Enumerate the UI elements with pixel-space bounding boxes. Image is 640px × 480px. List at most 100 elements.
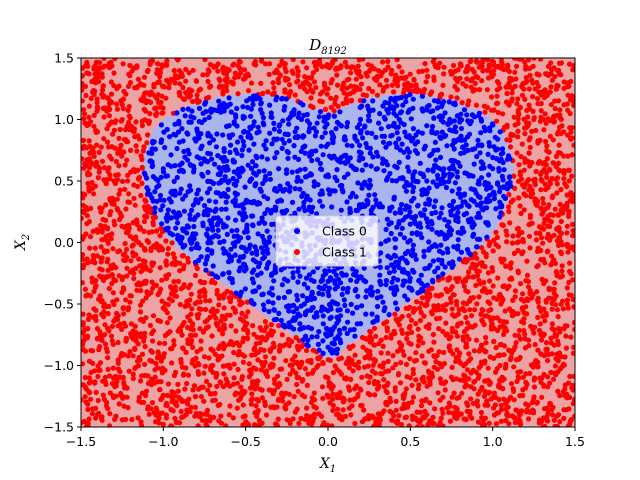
class-1-point (538, 100, 544, 107)
class-1-point (162, 367, 168, 373)
class-1-point (569, 135, 575, 141)
class-1-point (483, 378, 489, 384)
class-1-point (123, 416, 129, 422)
class-1-point (504, 239, 510, 245)
class-1-point (353, 76, 359, 82)
class-1-point (459, 390, 465, 396)
class-0-point (425, 167, 431, 173)
class-0-point (491, 144, 497, 150)
class-1-point (564, 301, 571, 307)
class-1-point (140, 264, 146, 271)
class-1-point (94, 253, 100, 259)
class-1-point (567, 245, 573, 251)
class-0-point (338, 340, 344, 346)
class-1-point (133, 237, 139, 243)
class-1-point (126, 119, 132, 126)
class-1-point (260, 90, 266, 96)
class-0-point (319, 188, 325, 194)
class-0-point (398, 120, 404, 126)
class-1-point (511, 397, 517, 403)
class-0-point (468, 252, 474, 258)
class-1-point (570, 400, 575, 407)
class-1-point (470, 76, 476, 82)
class-1-point (527, 245, 533, 251)
class-0-point (180, 106, 186, 112)
class-0-point (248, 166, 255, 172)
class-1-point (514, 150, 520, 156)
class-0-point (433, 157, 439, 163)
class-1-point (253, 403, 259, 409)
class-0-point (405, 134, 411, 140)
class-1-point (501, 352, 507, 358)
class-1-point (467, 307, 473, 313)
class-1-point (561, 362, 567, 368)
class-1-point (549, 77, 556, 83)
class-1-point (551, 296, 557, 302)
class-1-point (501, 396, 507, 402)
class-1-point (103, 202, 109, 208)
class-0-point (252, 244, 258, 250)
class-0-point (187, 183, 193, 189)
class-1-point (90, 258, 96, 264)
class-0-point (302, 150, 308, 156)
class-1-point (111, 218, 117, 224)
class-1-point (561, 176, 567, 182)
class-0-point (490, 154, 496, 161)
class-0-point (496, 168, 502, 174)
class-1-point (157, 411, 163, 417)
class-1-point (204, 317, 210, 323)
class-1-point (469, 313, 475, 319)
class-1-point (507, 220, 513, 226)
class-1-point (538, 331, 544, 338)
class-0-point (350, 310, 356, 316)
class-0-point (314, 211, 320, 217)
class-1-point (324, 392, 330, 398)
class-0-point (230, 159, 237, 165)
class-1-point (240, 402, 246, 408)
class-0-point (251, 301, 257, 307)
class-1-point (423, 324, 429, 330)
class-0-point (385, 237, 392, 243)
class-1-point (377, 363, 383, 369)
class-0-point (344, 142, 350, 148)
class-1-point (83, 231, 89, 237)
class-0-point (446, 229, 452, 235)
class-1-point (245, 309, 251, 315)
class-0-point (344, 308, 350, 314)
class-0-point (268, 110, 274, 116)
class-1-point (230, 81, 236, 87)
class-1-point (308, 95, 314, 101)
class-1-point (343, 376, 349, 382)
class-0-point (399, 225, 405, 231)
class-0-point (391, 194, 397, 200)
class-1-point (124, 265, 130, 271)
class-1-point (82, 374, 88, 381)
class-1-point (542, 186, 549, 192)
class-1-point (491, 237, 497, 243)
class-1-point (171, 279, 177, 285)
class-0-point (255, 231, 261, 237)
class-0-point (271, 270, 277, 276)
class-1-point (197, 294, 203, 300)
class-0-point (438, 242, 444, 248)
class-1-point (270, 80, 276, 86)
class-1-point (81, 195, 86, 201)
class-1-point (479, 384, 485, 390)
class-1-point (286, 82, 293, 88)
class-1-point (506, 397, 512, 403)
class-0-point (209, 224, 215, 230)
class-1-point (81, 65, 86, 71)
class-1-point (567, 373, 573, 379)
class-0-point (380, 160, 386, 166)
class-1-point (566, 61, 573, 67)
class-1-point (432, 406, 438, 412)
class-1-point (344, 358, 351, 365)
class-1-point (368, 63, 374, 69)
class-0-point (454, 204, 460, 210)
class-1-point (494, 118, 500, 124)
class-0-point (245, 162, 251, 168)
class-0-point (245, 104, 251, 111)
class-0-point (207, 218, 213, 224)
class-1-point (159, 277, 165, 283)
class-1-point (88, 369, 94, 375)
